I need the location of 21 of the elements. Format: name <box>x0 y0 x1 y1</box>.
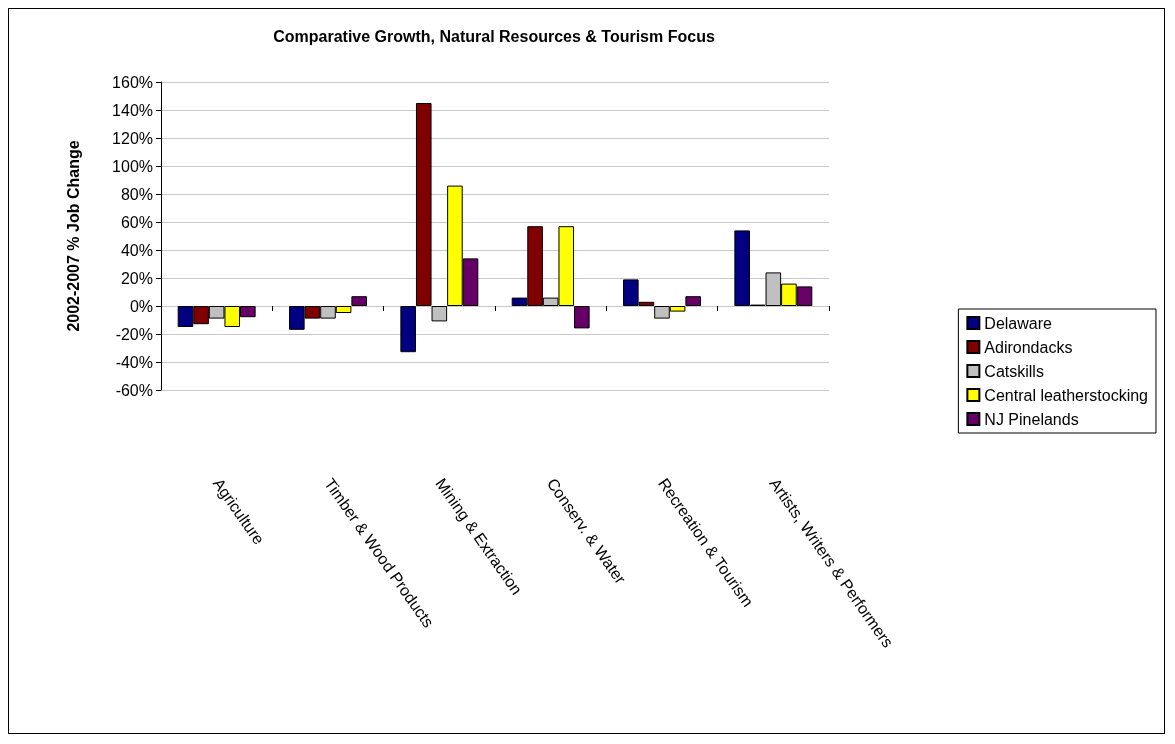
y-tick-label: 40% <box>120 241 153 259</box>
y-tick-label: 0% <box>129 297 153 315</box>
y-axis-title: 2002-2007 % Job Change <box>64 140 82 332</box>
y-tick-label: 160% <box>112 73 153 91</box>
y-tick-label: -60% <box>115 381 153 399</box>
y-tick-label: 120% <box>112 129 153 147</box>
y-tick-label: 60% <box>120 213 153 231</box>
legend-label: Catskills <box>984 362 1044 380</box>
legend-label: Central leatherstocking <box>984 386 1148 404</box>
y-tick-label: 100% <box>112 157 153 175</box>
chart-title: Comparative Growth, Natural Resources & Tourism Focus <box>273 27 715 45</box>
legend-label: NJ Pinelands <box>984 410 1079 428</box>
bar <box>400 306 416 353</box>
y-tick-label: -20% <box>115 325 153 343</box>
y-tick-label: 80% <box>120 185 153 203</box>
y-tick-label: 20% <box>120 269 153 287</box>
legend-label: Adirondacks <box>984 338 1073 356</box>
bar <box>574 306 590 329</box>
legend-label: Delaware <box>984 314 1053 332</box>
y-tick-label: -40% <box>115 353 153 371</box>
y-tick-label: 140% <box>112 101 153 119</box>
